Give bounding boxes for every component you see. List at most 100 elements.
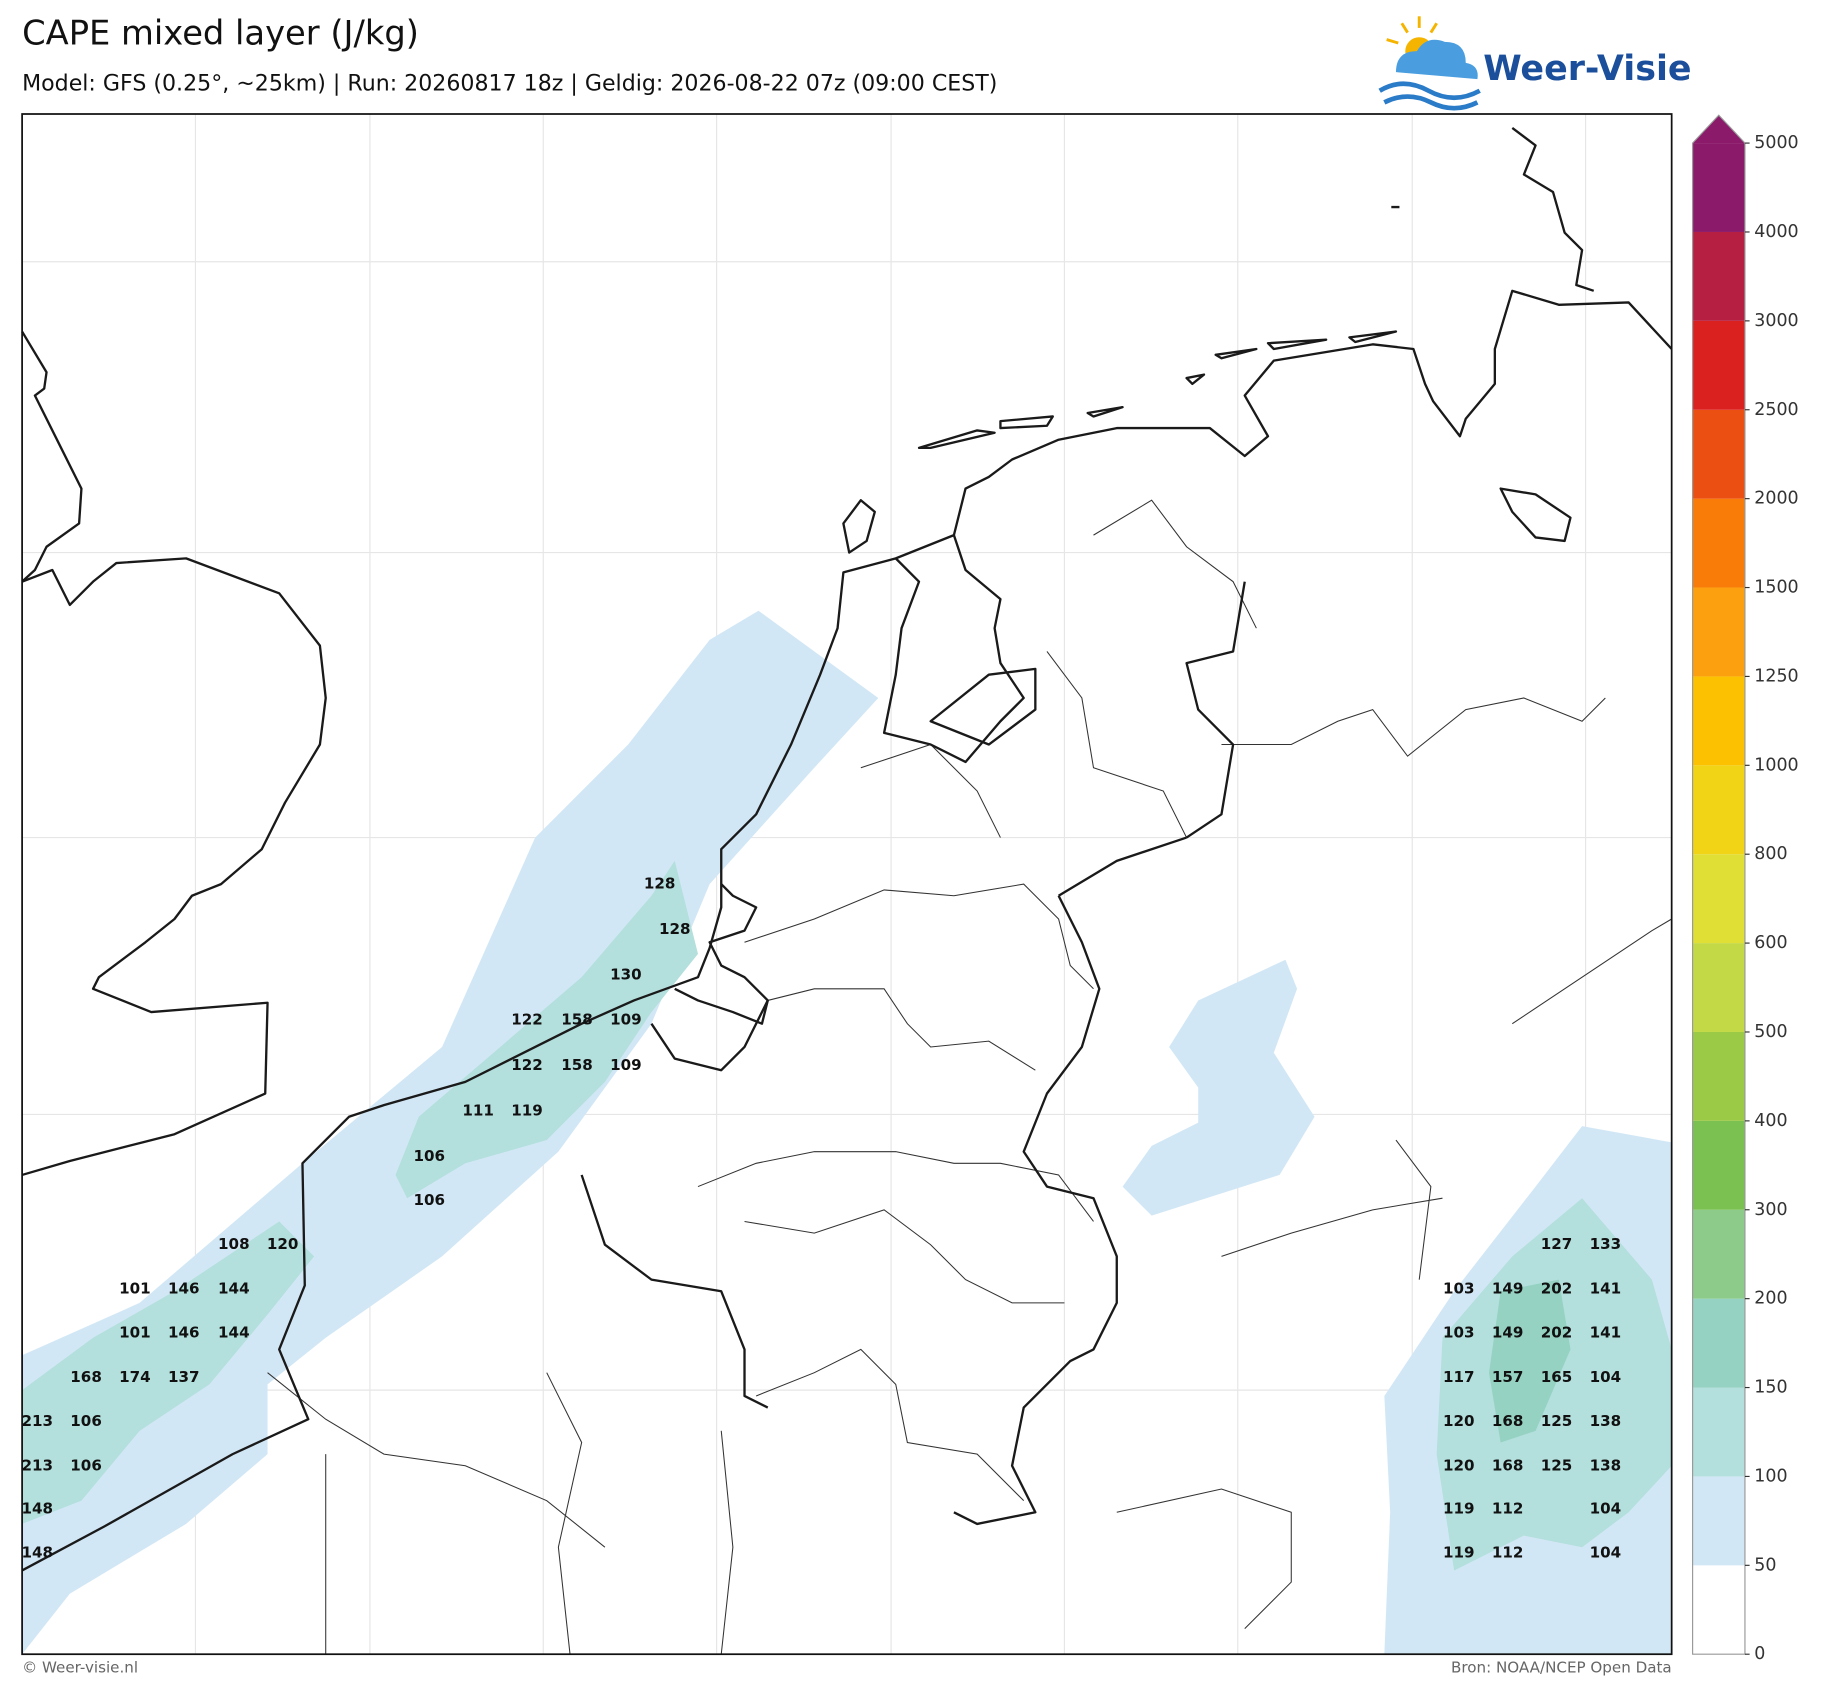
colorbar-segment <box>1692 854 1745 944</box>
map: 128 128 130 122 158 109 122 158 109 111 119 106 106 1… <box>21 113 1673 1656</box>
value-label: 109 <box>610 1011 642 1029</box>
value-label: 157 <box>1492 1368 1524 1386</box>
value-label: 108 <box>218 1235 250 1253</box>
value-label: 213 <box>21 1412 53 1430</box>
colorbar-segment <box>1692 587 1745 677</box>
value-label: 119 <box>1443 1499 1475 1517</box>
colorbar-tick-label: 3000 <box>1754 311 1798 331</box>
colorbar-tick-label: 300 <box>1754 1200 1787 1220</box>
value-label: 149 <box>1492 1324 1524 1342</box>
value-label: 101 <box>119 1324 151 1342</box>
footer-right: Bron: NOAA/NCEP Open Data <box>1451 1659 1672 1677</box>
value-label: 148 <box>21 1544 53 1562</box>
value-label: 158 <box>561 1011 593 1029</box>
value-label: 106 <box>413 1191 445 1209</box>
value-label: 141 <box>1590 1279 1622 1297</box>
value-label: 103 <box>1443 1279 1475 1297</box>
value-label: 101 <box>119 1279 151 1297</box>
value-label: 141 <box>1590 1324 1622 1342</box>
colorbar: 0 50 100 150 200 300 400 500 600 800 1000 1250 1500 2… <box>1692 114 1799 1664</box>
colorbar-segment <box>1692 231 1745 321</box>
colorbar-segment <box>1692 1031 1745 1121</box>
value-label: 122 <box>511 1056 543 1074</box>
value-label: 106 <box>70 1456 102 1474</box>
value-label: 125 <box>1541 1456 1573 1474</box>
map-frame <box>21 113 1673 1656</box>
value-label: 122 <box>511 1011 543 1029</box>
colorbar-segment <box>1692 1209 1745 1299</box>
value-label: 149 <box>1492 1279 1524 1297</box>
value-label: 138 <box>1590 1412 1622 1430</box>
colorbar-segment <box>1692 1120 1745 1210</box>
value-label: 202 <box>1541 1324 1573 1342</box>
value-label: 133 <box>1590 1235 1622 1253</box>
value-label: 146 <box>168 1324 200 1342</box>
value-label: 109 <box>610 1056 642 1074</box>
colorbar-tick-label: 500 <box>1754 1022 1787 1042</box>
value-label: 137 <box>168 1368 200 1386</box>
value-label: 168 <box>1492 1456 1524 1474</box>
coastlines <box>21 127 1673 1572</box>
value-label: 117 <box>1443 1368 1475 1386</box>
value-label: 104 <box>1590 1368 1622 1386</box>
colorbar-tick-label: 100 <box>1754 1466 1787 1486</box>
value-label: 202 <box>1541 1279 1573 1297</box>
value-label: 119 <box>511 1101 543 1119</box>
colorbar-segment <box>1692 943 1745 1032</box>
colorbar-segment <box>1692 143 1745 232</box>
value-label: 128 <box>659 920 691 938</box>
cape-shading <box>22 610 1672 1655</box>
value-label: 168 <box>1492 1412 1524 1430</box>
colorbar-outline <box>1692 114 1746 1655</box>
value-label: 112 <box>1492 1544 1524 1562</box>
value-label: 127 <box>1541 1235 1573 1253</box>
colorbar-tick-label: 400 <box>1754 1111 1787 1131</box>
colorbar-tick-label: 800 <box>1754 844 1787 864</box>
value-label: 119 <box>1443 1544 1475 1562</box>
colorbar-tick-label: 5000 <box>1754 133 1798 153</box>
value-label: 144 <box>218 1279 250 1297</box>
value-label: 158 <box>561 1056 593 1074</box>
value-label: 112 <box>1492 1499 1524 1517</box>
footer-left: © Weer-visie.nl <box>22 1659 138 1677</box>
logo-text: Weer-Visie <box>1483 49 1691 89</box>
colorbar-tick-label: 0 <box>1754 1644 1765 1664</box>
value-label: 144 <box>218 1324 250 1342</box>
colorbar-tick-label: 200 <box>1754 1289 1787 1309</box>
colorbar-segment <box>1692 1387 1745 1477</box>
colorbar-tick-label: 4000 <box>1754 222 1798 242</box>
value-label: 130 <box>610 965 642 983</box>
graticule <box>22 114 1672 1655</box>
value-label: 138 <box>1590 1456 1622 1474</box>
value-label: 174 <box>119 1368 151 1386</box>
value-label: 146 <box>168 1279 200 1297</box>
value-label: 104 <box>1590 1499 1622 1517</box>
title: CAPE mixed layer (J/kg) <box>22 13 419 52</box>
colorbar-tick-label: 50 <box>1754 1555 1776 1575</box>
colorbar-tick-label: 150 <box>1754 1378 1787 1398</box>
colorbar-extension <box>1692 115 1745 144</box>
colorbar-tick-label: 600 <box>1754 933 1787 953</box>
colorbar-tick-label: 1000 <box>1754 755 1798 775</box>
value-label: 213 <box>21 1456 53 1474</box>
colorbar-segment <box>1692 320 1745 410</box>
colorbar-tick-label: 1250 <box>1754 666 1798 686</box>
value-label: 120 <box>267 1235 299 1253</box>
value-label: 106 <box>70 1412 102 1430</box>
colorbar-tick-label: 2500 <box>1754 400 1798 420</box>
colorbar-segment <box>1692 1476 1745 1566</box>
subtitle: Model: GFS (0.25°, ~25km) | Run: 2026081… <box>22 70 997 96</box>
value-label: 104 <box>1590 1544 1622 1562</box>
colorbar-tick-label: 1500 <box>1754 578 1798 598</box>
colorbar-segment <box>1692 1298 1745 1388</box>
colorbar-segment <box>1692 765 1745 855</box>
value-label: 106 <box>413 1147 445 1165</box>
value-label: 165 <box>1541 1368 1573 1386</box>
colorbar-segment <box>1692 676 1745 766</box>
value-label: 103 <box>1443 1324 1475 1342</box>
value-labels: 128 128 130 122 158 109 122 158 109 111 119 106 106 1… <box>21 875 1621 1562</box>
logo: Weer-Visie <box>1378 16 1692 111</box>
value-label: 148 <box>21 1499 53 1517</box>
